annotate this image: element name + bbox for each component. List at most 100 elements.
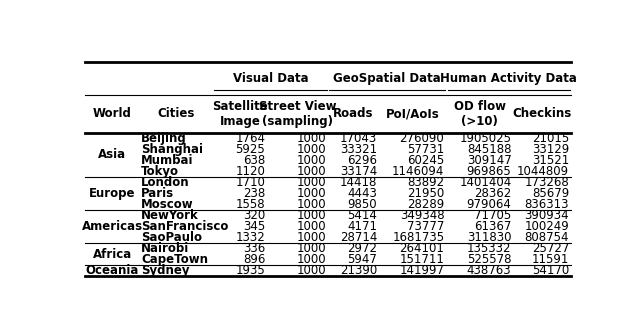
Text: 336: 336: [243, 242, 265, 255]
Text: 60245: 60245: [407, 154, 444, 167]
Text: 5925: 5925: [236, 143, 265, 156]
Text: 525578: 525578: [467, 253, 511, 266]
Text: Roads: Roads: [333, 107, 374, 120]
Text: 1000: 1000: [296, 242, 326, 255]
Text: 1332: 1332: [236, 231, 265, 244]
Text: 311830: 311830: [467, 231, 511, 244]
Text: 1000: 1000: [296, 231, 326, 244]
Text: 896: 896: [243, 253, 265, 266]
Text: 1905025: 1905025: [460, 132, 511, 145]
Text: 390934: 390934: [524, 209, 569, 222]
Text: 238: 238: [243, 187, 265, 200]
Text: 6296: 6296: [347, 154, 377, 167]
Text: Human Activity Data: Human Activity Data: [440, 72, 577, 85]
Text: 61367: 61367: [474, 220, 511, 233]
Text: SaoPaulo: SaoPaulo: [141, 231, 202, 244]
Text: Nairobi: Nairobi: [141, 242, 189, 255]
Text: 2972: 2972: [347, 242, 377, 255]
Text: 1401404: 1401404: [460, 176, 511, 189]
Text: NewYork: NewYork: [141, 209, 199, 222]
Text: 1000: 1000: [296, 187, 326, 200]
Text: 1000: 1000: [296, 165, 326, 178]
Text: 979064: 979064: [467, 198, 511, 211]
Text: 438763: 438763: [467, 264, 511, 277]
Text: 14418: 14418: [340, 176, 377, 189]
Text: Sydney: Sydney: [141, 264, 190, 277]
Text: 969865: 969865: [467, 165, 511, 178]
Text: 4443: 4443: [348, 187, 377, 200]
Text: 11591: 11591: [532, 253, 569, 266]
Text: 1000: 1000: [296, 220, 326, 233]
Text: 1764: 1764: [236, 132, 265, 145]
Text: 33174: 33174: [340, 165, 377, 178]
Text: 276090: 276090: [399, 132, 444, 145]
Text: 1000: 1000: [296, 209, 326, 222]
Text: Europe: Europe: [89, 187, 136, 200]
Text: 54170: 54170: [532, 264, 569, 277]
Text: 345: 345: [243, 220, 265, 233]
Text: Mumbai: Mumbai: [141, 154, 194, 167]
Text: Oceania: Oceania: [86, 264, 139, 277]
Text: 73777: 73777: [407, 220, 444, 233]
Text: 808754: 808754: [525, 231, 569, 244]
Text: 1120: 1120: [236, 165, 265, 178]
Text: Satellite
Image: Satellite Image: [212, 100, 268, 128]
Text: 4171: 4171: [347, 220, 377, 233]
Text: PoI/AoIs: PoI/AoIs: [386, 107, 440, 120]
Text: Paris: Paris: [141, 187, 175, 200]
Text: 83892: 83892: [407, 176, 444, 189]
Text: 57731: 57731: [407, 143, 444, 156]
Text: 1000: 1000: [296, 253, 326, 266]
Text: 836313: 836313: [525, 198, 569, 211]
Text: 845188: 845188: [467, 143, 511, 156]
Text: Americas: Americas: [81, 220, 143, 233]
Text: 638: 638: [243, 154, 265, 167]
Text: 135332: 135332: [467, 242, 511, 255]
Text: GeoSpatial Data: GeoSpatial Data: [333, 72, 441, 85]
Text: 1000: 1000: [296, 176, 326, 189]
Text: 320: 320: [243, 209, 265, 222]
Text: 21950: 21950: [407, 187, 444, 200]
Text: CapeTown: CapeTown: [141, 253, 208, 266]
Text: 71705: 71705: [474, 209, 511, 222]
Text: 28714: 28714: [340, 231, 377, 244]
Text: 33321: 33321: [340, 143, 377, 156]
Text: 1044809: 1044809: [517, 165, 569, 178]
Text: London: London: [141, 176, 190, 189]
Text: 33129: 33129: [532, 143, 569, 156]
Text: 5947: 5947: [348, 253, 377, 266]
Text: 25727: 25727: [532, 242, 569, 255]
Text: 349348: 349348: [400, 209, 444, 222]
Text: Beijing: Beijing: [141, 132, 187, 145]
Text: 17043: 17043: [340, 132, 377, 145]
Text: 5414: 5414: [348, 209, 377, 222]
Text: 1558: 1558: [236, 198, 265, 211]
Text: 28362: 28362: [474, 187, 511, 200]
Text: 100249: 100249: [524, 220, 569, 233]
Text: 1935: 1935: [236, 264, 265, 277]
Text: 1000: 1000: [296, 198, 326, 211]
Text: Tokyo: Tokyo: [141, 165, 179, 178]
Text: 1146094: 1146094: [392, 165, 444, 178]
Text: 28289: 28289: [407, 198, 444, 211]
Text: Africa: Africa: [93, 248, 132, 261]
Text: 85679: 85679: [532, 187, 569, 200]
Text: 309147: 309147: [467, 154, 511, 167]
Text: Moscow: Moscow: [141, 198, 194, 211]
Text: 9850: 9850: [348, 198, 377, 211]
Text: 31521: 31521: [532, 154, 569, 167]
Text: 21390: 21390: [340, 264, 377, 277]
Text: OD flow
(>10): OD flow (>10): [454, 100, 506, 128]
Text: 1681735: 1681735: [392, 231, 444, 244]
Text: Cities: Cities: [157, 107, 195, 120]
Text: Street View
(sampling): Street View (sampling): [259, 100, 337, 128]
Text: 1000: 1000: [296, 264, 326, 277]
Text: Visual Data: Visual Data: [232, 72, 308, 85]
Text: 141997: 141997: [399, 264, 444, 277]
Text: 1000: 1000: [296, 154, 326, 167]
Text: 151711: 151711: [399, 253, 444, 266]
Text: 1000: 1000: [296, 132, 326, 145]
Text: SanFrancisco: SanFrancisco: [141, 220, 228, 233]
Text: 21015: 21015: [532, 132, 569, 145]
Text: Asia: Asia: [98, 149, 126, 161]
